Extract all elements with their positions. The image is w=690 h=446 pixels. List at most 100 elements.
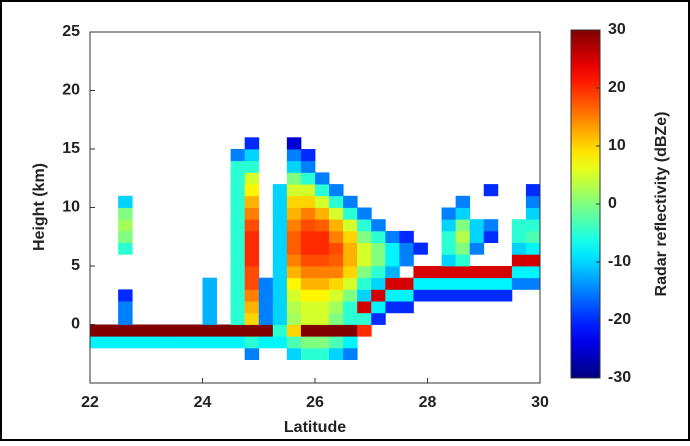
heatmap-cell [469, 277, 485, 290]
heatmap-cell [272, 289, 288, 302]
heatmap-cell [357, 242, 372, 255]
heatmap-cell [286, 312, 302, 325]
heatmap-cell [286, 207, 302, 220]
heatmap-cell [202, 289, 217, 302]
heatmap-cell [357, 230, 372, 243]
heatmap-cell [244, 301, 260, 314]
heatmap-cell [272, 242, 288, 255]
heatmap-cell [315, 195, 330, 208]
heatmap-cell [244, 266, 260, 279]
x-tick-label: 22 [81, 394, 99, 411]
heatmap-cell [272, 230, 288, 243]
heatmap-cell [286, 230, 302, 243]
heatmap-cell [300, 324, 316, 337]
heatmap-cell [371, 277, 386, 290]
heatmap-cell [385, 266, 400, 279]
heatmap-cell [286, 172, 302, 185]
y-tick-label: 0 [71, 316, 80, 333]
heatmap-cell [385, 254, 400, 267]
heatmap-cell [315, 347, 330, 360]
heatmap-cell [244, 207, 260, 220]
heatmap-cell [258, 277, 274, 290]
heatmap-cell [315, 230, 330, 243]
heatmap-cell [300, 254, 316, 267]
heatmap-cell [399, 242, 414, 255]
heatmap-cell [174, 324, 189, 337]
colorbar-tick-label: -10 [608, 253, 631, 270]
heatmap-cell [272, 254, 288, 267]
heatmap-cell [427, 266, 442, 279]
heatmap-cell [357, 324, 372, 337]
heatmap-cell [146, 324, 161, 337]
heatmap-cell [118, 336, 133, 349]
heatmap-cell [371, 219, 386, 232]
heatmap-cell [90, 324, 105, 337]
colorbar-tick-label: 0 [608, 195, 617, 212]
heatmap-cell [230, 266, 246, 279]
heatmap-cell [286, 184, 302, 197]
heatmap-cell [272, 336, 288, 349]
heatmap-cell [160, 336, 175, 349]
heatmap-cell [118, 312, 133, 325]
heatmap-cell [286, 289, 302, 302]
colorbar-tick-label: 30 [608, 21, 626, 38]
heatmap-cell [511, 254, 527, 267]
heatmap-cell [300, 184, 316, 197]
heatmap-cell [315, 242, 330, 255]
heatmap-cell [399, 277, 414, 290]
y-tick-label: 15 [62, 140, 80, 157]
x-tick-label: 26 [306, 394, 324, 411]
heatmap-cell [230, 207, 246, 220]
heatmap-cell [272, 324, 288, 337]
heatmap-cell [343, 266, 358, 279]
heatmap-cell [441, 219, 457, 232]
heatmap-cell [216, 336, 232, 349]
heatmap-cell [188, 336, 203, 349]
heatmap-cell [343, 347, 358, 360]
heatmap-cell [399, 301, 414, 314]
heatmap-cell [286, 277, 302, 290]
heatmap-cell [315, 219, 330, 232]
heatmap-cell [202, 301, 217, 314]
heatmap-cell [230, 277, 246, 290]
heatmap-cell [315, 207, 330, 220]
heatmap-cell [329, 324, 344, 337]
heatmap-cell [118, 242, 133, 255]
heatmap-cell [483, 219, 499, 232]
heatmap-cell [230, 289, 246, 302]
heatmap-cell [329, 312, 344, 325]
heatmap-cell [483, 277, 499, 290]
heatmap-cell [230, 195, 246, 208]
heatmap-cell [525, 277, 541, 290]
heatmap-cell [300, 219, 316, 232]
heatmap-cell [385, 289, 400, 302]
heatmap-cell [343, 277, 358, 290]
heatmap-cell [258, 289, 274, 302]
heatmap-cell [244, 336, 260, 349]
heatmap-cell [469, 219, 485, 232]
heatmap-cell [455, 254, 471, 267]
heatmap-cell [329, 230, 344, 243]
heatmap-cell [272, 277, 288, 290]
heatmap-cell [286, 324, 302, 337]
colorbar-label: Radar reflectivity (dBZe) [653, 112, 670, 297]
heatmap-cell [244, 347, 260, 360]
heatmap-cell [272, 207, 288, 220]
y-tick-label: 10 [62, 199, 80, 216]
heatmap-cell [244, 254, 260, 267]
heatmap-cell [469, 242, 485, 255]
heatmap-cell [300, 266, 316, 279]
heatmap-cell [385, 230, 400, 243]
heatmap-cell [329, 207, 344, 220]
heatmap-cell [244, 242, 260, 255]
heatmap-cell [343, 336, 358, 349]
heatmap-cell [511, 277, 527, 290]
heatmap-cell [357, 266, 372, 279]
y-axis-label: Height (km) [31, 163, 48, 251]
heatmap-cell [511, 242, 527, 255]
heatmap-cell [315, 254, 330, 267]
heatmap-cell [413, 242, 428, 255]
x-axis-label: Latitude [284, 419, 346, 436]
